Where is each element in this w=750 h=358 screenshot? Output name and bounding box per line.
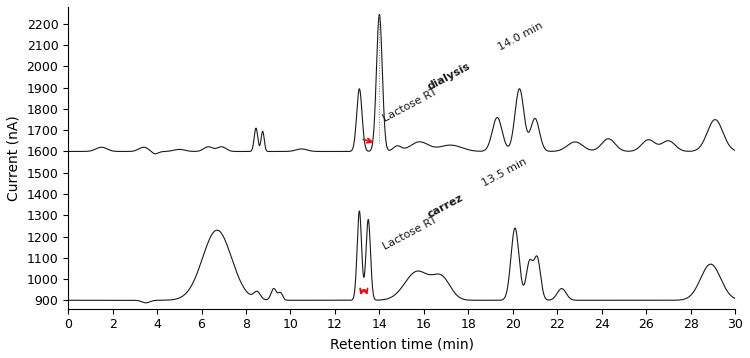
Text: Lactose RT: Lactose RT [381, 85, 442, 124]
Text: 14.0 min: 14.0 min [490, 20, 544, 56]
Y-axis label: Current (nA): Current (nA) [7, 115, 21, 201]
Text: carrez: carrez [426, 192, 465, 219]
Text: Lactose RT: Lactose RT [381, 213, 442, 251]
Text: dialysis: dialysis [426, 61, 472, 92]
X-axis label: Retention time (min): Retention time (min) [329, 337, 473, 351]
Text: 13.5 min: 13.5 min [475, 157, 529, 192]
